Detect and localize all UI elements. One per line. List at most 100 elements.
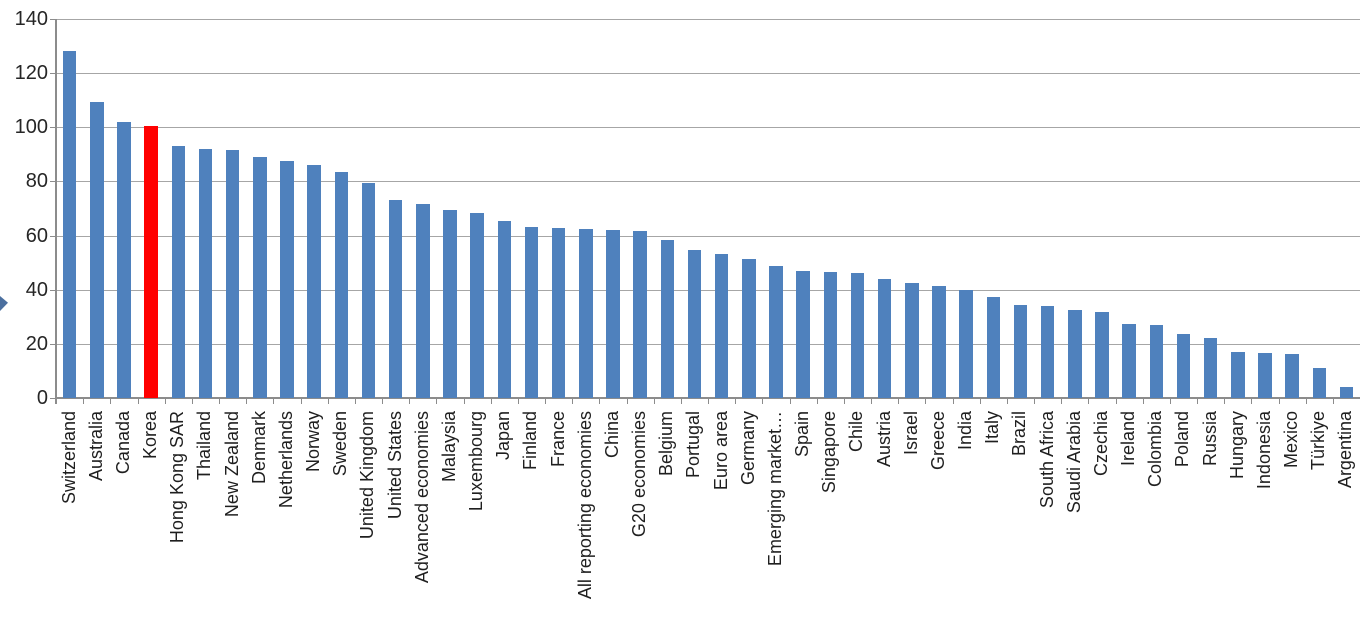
x-axis-category-label: Thailand: [194, 411, 215, 481]
bar: [932, 285, 946, 398]
x-axis-category-label: South Africa: [1036, 411, 1057, 509]
x-axis-tick: [545, 398, 546, 404]
x-axis-category-label: Advanced economies: [411, 411, 432, 584]
x-axis-category-label: Japan: [493, 411, 514, 461]
x-axis-category-label: Singapore: [819, 411, 840, 494]
x-axis-category-label: Mexico: [1281, 411, 1302, 469]
x-axis-tick: [300, 398, 302, 404]
x-axis-tick: [735, 398, 737, 404]
y-axis-tick-label: 80: [25, 170, 48, 193]
x-axis-category-label: Israel: [900, 411, 921, 456]
x-axis-category-label: Luxembourg: [466, 411, 487, 512]
bar: [1231, 351, 1245, 398]
x-axis-category-label: India: [955, 411, 976, 451]
x-axis-tick: [572, 398, 574, 404]
bar: [307, 165, 321, 398]
x-axis-category-label: New Zealand: [221, 411, 242, 518]
x-axis-tick: [1061, 398, 1063, 404]
x-axis-tick: [1278, 398, 1280, 404]
y-axis-tick-label: 0: [36, 387, 48, 409]
x-axis-tick: [137, 398, 139, 404]
bar: [877, 278, 892, 398]
x-axis-category-label: Portugal: [683, 411, 704, 479]
x-axis-tick: [246, 398, 248, 404]
x-axis-tick: [1332, 398, 1334, 404]
y-axis-tick: [50, 343, 56, 345]
bar: [1149, 324, 1163, 398]
gridline: [56, 343, 1360, 345]
x-axis-tick: [1115, 398, 1117, 404]
bar: [769, 266, 783, 398]
bar: [1176, 334, 1191, 398]
x-axis-category-label: Malaysia: [438, 411, 459, 483]
bar: [959, 289, 973, 398]
x-axis-category-label: Italy: [982, 411, 1003, 445]
gridline: [56, 235, 1360, 237]
x-axis-category-label: Norway: [303, 411, 324, 473]
x-axis-category-label: Spain: [792, 411, 813, 458]
bar: [1312, 368, 1326, 398]
x-axis-category-label: Hong Kong SAR: [167, 411, 188, 544]
y-axis-tick: [50, 181, 56, 183]
bar: [253, 157, 267, 398]
x-axis-category-label: Argentina: [1335, 411, 1356, 489]
x-axis-tick: [626, 398, 628, 404]
bar: [905, 283, 919, 398]
x-axis-tick: [164, 398, 166, 404]
bar: [117, 121, 131, 398]
bar: [1122, 323, 1136, 398]
x-axis-category-label: G20 economies: [629, 411, 650, 538]
bar: [416, 204, 430, 398]
bar: [1203, 338, 1218, 398]
x-axis-category-label: Canada: [112, 411, 133, 475]
bar: [1095, 311, 1109, 398]
x-axis-category-label: United States: [384, 411, 405, 520]
x-axis-category-label: Germany: [737, 411, 758, 486]
x-axis-category-label: Finland: [520, 411, 541, 471]
x-axis-tick: [680, 398, 682, 404]
x-axis-tick: [1305, 398, 1307, 404]
x-axis-category-label: United Kingdom: [357, 411, 378, 540]
y-axis-tick-label: 20: [25, 332, 48, 355]
x-axis-category-label: Ireland: [1118, 411, 1139, 467]
x-axis-tick: [843, 398, 845, 404]
y-axis-tick-label: 40: [25, 278, 48, 301]
bar: [1040, 305, 1055, 398]
bar: [524, 227, 539, 398]
bar: [986, 297, 1000, 398]
x-axis-tick: [952, 398, 954, 404]
y-axis-tick: [50, 127, 56, 129]
bar-highlighted: [144, 125, 158, 398]
bar: [361, 182, 376, 398]
x-axis-category-label: Brazil: [1009, 411, 1030, 457]
x-axis-category-label: Indonesia: [1253, 411, 1274, 490]
bar: [388, 200, 403, 398]
gridline: [56, 19, 1360, 20]
x-axis-tick: [1088, 398, 1090, 404]
x-axis-tick: [83, 398, 85, 404]
bar: [796, 271, 810, 398]
x-axis-category-label: Sweden: [330, 411, 351, 477]
bar: [225, 150, 240, 398]
x-axis-tick: [191, 398, 193, 404]
bar: [470, 212, 484, 398]
bar: [1285, 354, 1299, 398]
bar: [579, 229, 593, 398]
x-axis-category-label: Netherlands: [275, 411, 296, 509]
bar: [1013, 304, 1028, 398]
cursor-arrow-fragment: [0, 296, 8, 311]
x-axis-category-label: Greece: [927, 411, 948, 471]
x-axis-tick: [327, 398, 329, 404]
bar: [1068, 310, 1082, 398]
bar: [687, 249, 702, 398]
y-axis-tick: [50, 398, 56, 399]
x-axis-category-label: Euro area: [710, 411, 731, 491]
x-axis-tick: [816, 398, 818, 404]
y-axis-tick: [50, 19, 56, 20]
x-axis-tick: [789, 398, 791, 404]
bar: [497, 220, 511, 398]
x-axis-tick: [409, 398, 411, 404]
bar: [198, 148, 213, 398]
y-axis-tick: [50, 73, 56, 75]
